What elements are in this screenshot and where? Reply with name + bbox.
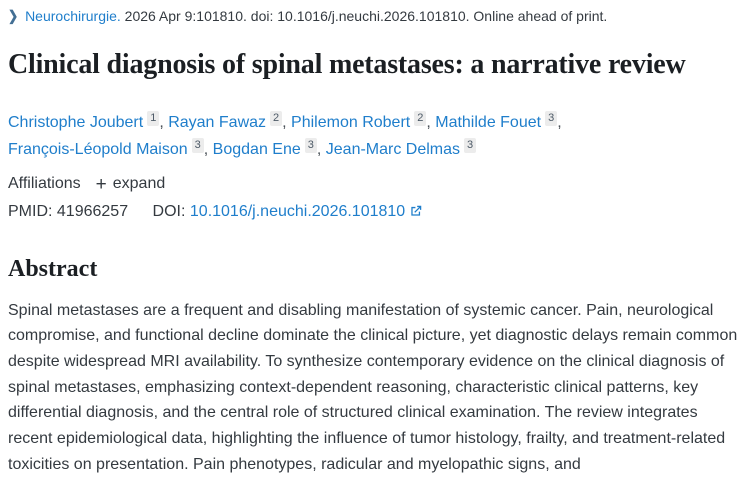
author: Philemon Robert 2 [291, 110, 427, 131]
plus-icon: + [95, 173, 107, 195]
author-link[interactable]: Christophe Joubert [8, 113, 144, 131]
journal-citation: ❯ Neurochirurgie. 2026 Apr 9:101810. doi… [8, 7, 742, 25]
affiliations-row: Affiliations + expand [8, 175, 742, 194]
author-link[interactable]: Mathilde Fouet [435, 113, 542, 131]
author: Christophe Joubert 1 [8, 110, 160, 131]
author-affiliation-superscript[interactable]: 2 [414, 110, 427, 126]
citation-details: 2026 Apr 9:101810. doi: 10.1016/j.neuchi… [124, 8, 608, 24]
journal-link[interactable]: Neurochirurgie. [25, 8, 121, 24]
chevron-toggle-icon[interactable]: ❯ [8, 7, 19, 25]
external-link-icon[interactable] [409, 204, 423, 218]
pmid-label: PMID: [8, 202, 53, 220]
author-link[interactable]: Bogdan Ene [212, 140, 301, 158]
author-affiliation-superscript[interactable]: 1 [147, 110, 160, 126]
author-link[interactable]: François-Léopold Maison [8, 140, 188, 158]
author-link[interactable]: Rayan Fawaz [168, 113, 267, 131]
author-affiliation-superscript[interactable]: 3 [545, 110, 558, 126]
author-separator: , [159, 113, 169, 131]
author-link[interactable]: Jean-Marc Delmas [325, 140, 461, 158]
affiliations-label: Affiliations [8, 175, 81, 193]
abstract-heading: Abstract [8, 255, 98, 282]
doi-label: DOI: [152, 202, 186, 220]
doi-group: DOI: 10.1016/j.neuchi.2026.101810 [153, 203, 424, 220]
author: François-Léopold Maison 3 [8, 137, 204, 158]
pmid-value: 41966257 [56, 202, 129, 220]
author: Jean-Marc Delmas 3 [325, 137, 477, 158]
article-title: Clinical diagnosis of spinal metastases:… [8, 49, 686, 80]
affiliations-expand-button[interactable]: + expand [96, 175, 166, 194]
expand-label: expand [112, 175, 166, 193]
authors-list: Christophe Joubert 1, Rayan Fawaz 2, Phile… [8, 109, 628, 163]
article-page: ❯ Neurochirurgie. 2026 Apr 9:101810. doi… [8, 7, 742, 473]
author-affiliation-superscript[interactable]: 3 [304, 137, 317, 153]
author-link[interactable]: Philemon Robert [291, 113, 411, 131]
author-separator: , [203, 140, 213, 158]
author: Mathilde Fouet 3 [435, 110, 558, 131]
doi-link[interactable]: 10.1016/j.neuchi.2026.101810 [189, 202, 406, 220]
author-affiliation-superscript[interactable]: 3 [464, 137, 477, 153]
pmid-group: PMID: 41966257 [8, 203, 133, 220]
abstract-text: Spinal metastases are a frequent and dis… [8, 301, 738, 473]
author-separator: , [316, 140, 326, 158]
author-separator: , [426, 113, 436, 131]
author-affiliation-superscript[interactable]: 3 [191, 137, 204, 153]
author-separator: , [282, 113, 292, 131]
author: Bogdan Ene 3 [212, 137, 317, 158]
author-separator: , [557, 113, 562, 131]
identifiers-row: PMID: 41966257 DOI: 10.1016/j.neuchi.202… [8, 203, 742, 221]
author: Rayan Fawaz 2 [168, 110, 283, 131]
author-affiliation-superscript[interactable]: 2 [270, 110, 283, 126]
